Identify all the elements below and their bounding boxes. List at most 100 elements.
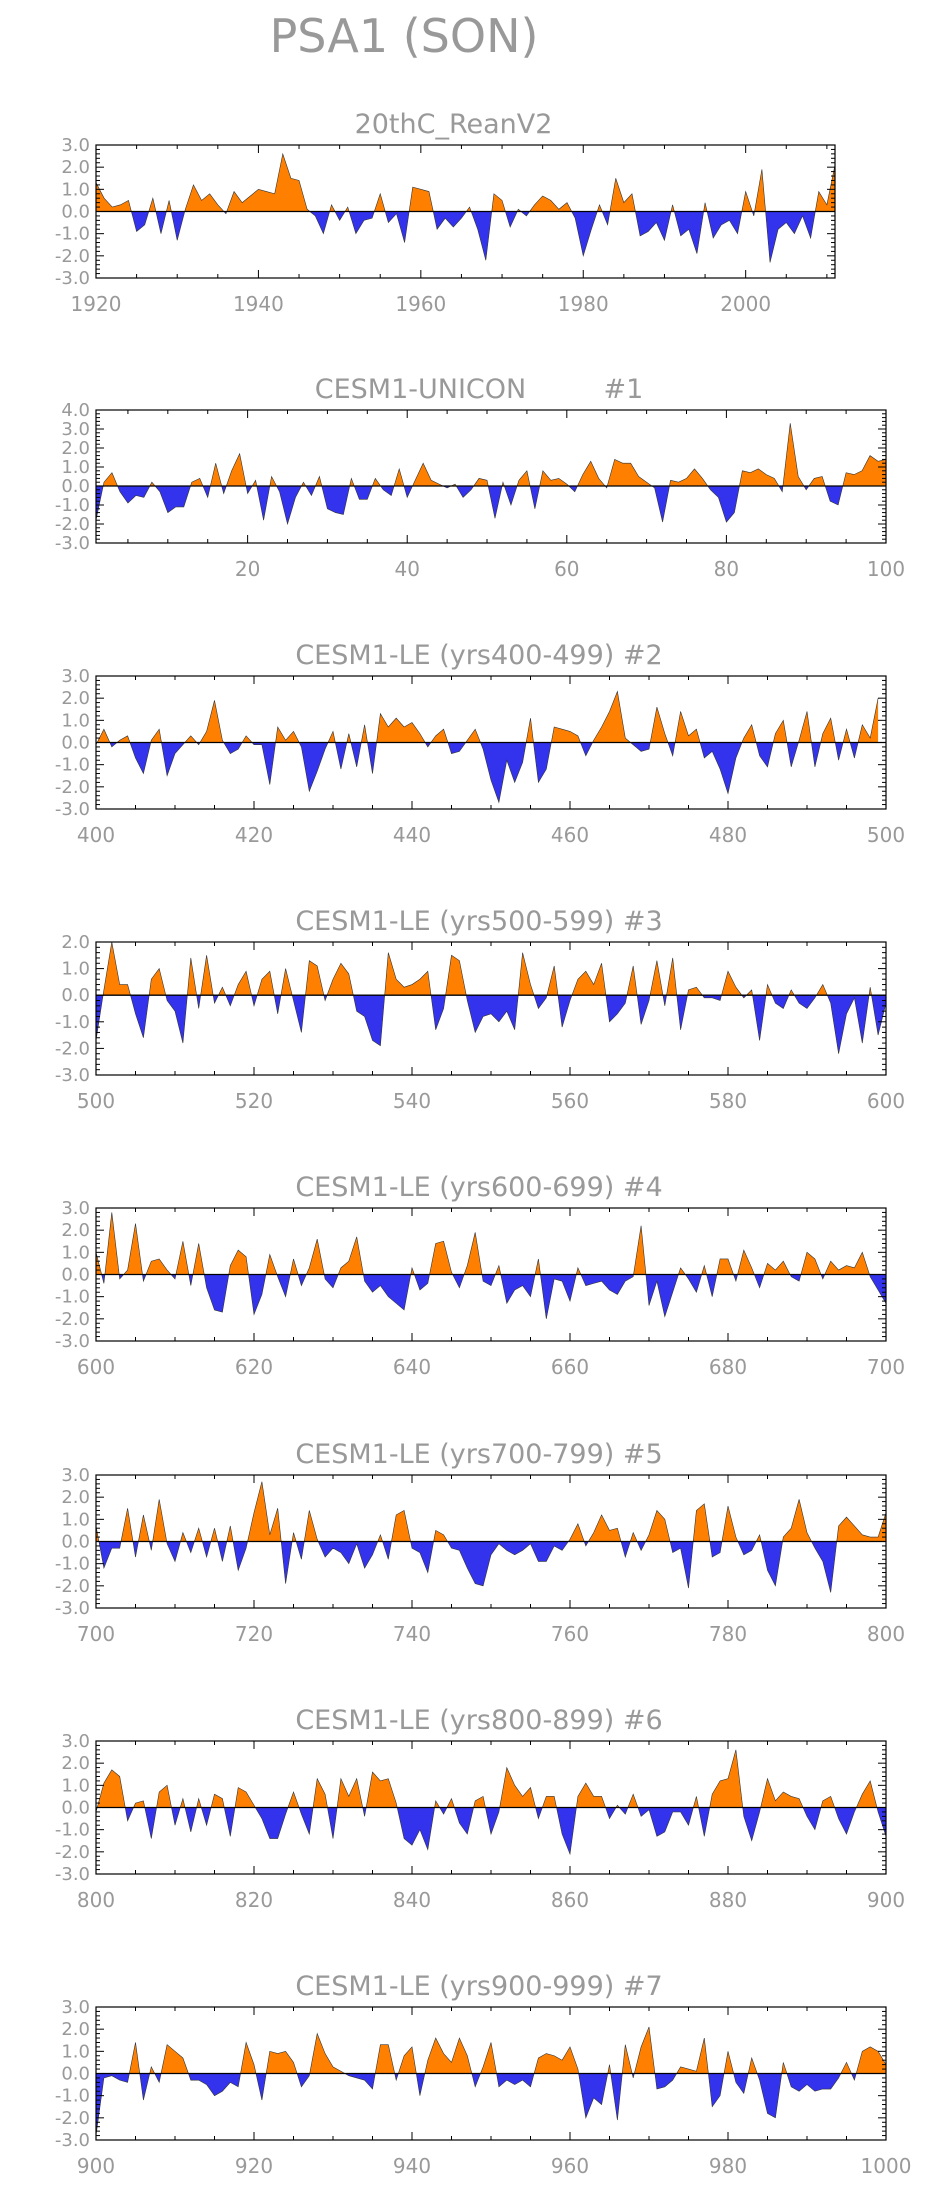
y-tick-label: 3.0: [61, 419, 90, 440]
y-tick-label: 0.0: [61, 1532, 90, 1553]
y-tick-label: 3.0: [61, 666, 90, 687]
y-tick-label: -3.0: [55, 1331, 90, 1352]
x-tick-label: 520: [235, 1089, 273, 1113]
series-line: [95, 690, 879, 804]
x-tick-label: 600: [77, 1355, 115, 1379]
y-tick-label: 1.0: [61, 959, 90, 980]
y-tick-label: 4.0: [61, 400, 90, 421]
negative-area: [96, 211, 835, 263]
x-tick-label: 100: [867, 557, 905, 581]
series-line: [95, 941, 887, 1054]
y-tick-label: -1.0: [55, 1287, 90, 1308]
x-tick-label: 60: [554, 557, 579, 581]
y-tick-label: 2.0: [61, 157, 90, 178]
x-tick-label: 400: [77, 823, 115, 847]
y-tick-label: -3.0: [55, 268, 90, 289]
y-tick-label: 2.0: [61, 1220, 90, 1241]
x-tick-label: 1000: [861, 2154, 912, 2178]
y-tick-label: -2.0: [55, 1038, 90, 1059]
y-tick-label: 1.0: [61, 710, 90, 731]
y-tick-label: -3.0: [55, 1065, 90, 1086]
x-tick-label: 900: [77, 2154, 115, 2178]
y-tick-label: 2.0: [61, 688, 90, 709]
x-tick-label: 680: [709, 1355, 747, 1379]
x-tick-label: 1920: [71, 292, 122, 316]
x-tick-label: 560: [551, 1089, 589, 1113]
negative-area: [96, 995, 886, 1054]
x-tick-label: 80: [714, 557, 739, 581]
x-tick-label: 660: [551, 1355, 589, 1379]
x-tick-label: 580: [709, 1089, 747, 1113]
x-tick-label: 740: [393, 1622, 431, 1646]
y-tick-label: 1.0: [61, 1242, 90, 1263]
x-tick-label: 900: [867, 1888, 905, 1912]
y-tick-label: 1.0: [61, 179, 90, 200]
x-tick-label: 980: [709, 2154, 747, 2178]
y-tick-label: 0.0: [61, 985, 90, 1006]
x-tick-label: 420: [235, 823, 273, 847]
y-tick-label: 1.0: [61, 1775, 90, 1796]
y-tick-label: -3.0: [55, 799, 90, 820]
x-tick-label: 500: [77, 1089, 115, 1113]
panel-title: CESM1-LE (yrs600-699) #4: [295, 1172, 662, 1203]
x-tick-label: 540: [393, 1089, 431, 1113]
x-tick-label: 640: [393, 1355, 431, 1379]
panel-6: CESM1-LE (yrs700-799) #5 3.02.01.00.0-1.0…: [55, 1439, 905, 1646]
y-tick-label: -1.0: [55, 1820, 90, 1841]
series-line: [95, 423, 887, 526]
y-tick-label: 1.0: [61, 1509, 90, 1530]
x-tick-label: 720: [235, 1622, 273, 1646]
x-tick-label: 2000: [720, 292, 771, 316]
y-tick-label: 0.0: [61, 476, 90, 497]
y-tick-label: -3.0: [55, 1864, 90, 1885]
x-tick-label: 40: [394, 557, 419, 581]
panel-1: 20thC_ReanV2 3.02.01.00.0-1.0-2.0-3.0 1920…: [55, 109, 836, 316]
y-tick-label: -2.0: [55, 1842, 90, 1863]
y-tick-label: -1.0: [55, 2086, 90, 2107]
y-tick-label: -1.0: [55, 1012, 90, 1033]
x-tick-label: 620: [235, 1355, 273, 1379]
y-tick-label: 2.0: [61, 1487, 90, 1508]
y-tick-label: 1.0: [61, 457, 90, 478]
y-tick-label: 3.0: [61, 1997, 90, 2018]
panel-4: CESM1-LE (yrs500-599) #3 2.0 1.0 0.0 -1.0 -2.…: [55, 906, 905, 1113]
x-tick-label: 1940: [233, 292, 284, 316]
x-tick-label: 500: [867, 823, 905, 847]
x-tick-label: 700: [867, 1355, 905, 1379]
negative-area: [96, 1807, 886, 1855]
y-tick-label: 3.0: [61, 1731, 90, 1752]
x-tick-label: 860: [551, 1888, 589, 1912]
x-tick-label: 820: [235, 1888, 273, 1912]
y-tick-label: -1.0: [55, 495, 90, 516]
panel-title: CESM1-LE (yrs700-799) #5: [295, 1439, 662, 1470]
series-line: [95, 152, 836, 263]
y-tick-label: -2.0: [55, 514, 90, 535]
negative-area: [96, 486, 886, 524]
x-tick-label: 780: [709, 1622, 747, 1646]
x-tick-label: 460: [551, 823, 589, 847]
negative-area: [96, 742, 879, 803]
y-tick-label: 0.0: [61, 2064, 90, 2085]
y-tick-label: 3.0: [61, 1198, 90, 1219]
y-tick-label: 0.0: [61, 1798, 90, 1819]
negative-area: [96, 1541, 886, 1593]
y-tick-label: -1.0: [55, 1554, 90, 1575]
negative-area: [96, 1274, 886, 1319]
x-tick-label: 1960: [395, 292, 446, 316]
y-tick-label: -1.0: [55, 755, 90, 776]
positive-area: [96, 1749, 886, 1808]
positive-area: [96, 691, 879, 743]
x-tick-label: 600: [867, 1089, 905, 1113]
panel-title: CESM1-LE (yrs400-499) #2: [295, 640, 662, 671]
x-tick-label: 940: [393, 2154, 431, 2178]
y-tick-label: -2.0: [55, 1309, 90, 1330]
panel-5: CESM1-LE (yrs600-699) #4 3.02.01.00.0-1.0…: [55, 1172, 905, 1379]
y-tick-label: 3.0: [61, 1465, 90, 1486]
y-tick-label: -2.0: [55, 2108, 90, 2129]
plot-frame: [95, 409, 887, 544]
y-tick-label: 2.0: [61, 2019, 90, 2040]
x-tick-label: 960: [551, 2154, 589, 2178]
series-line: [95, 2026, 887, 2136]
series-line: [95, 1749, 887, 1856]
